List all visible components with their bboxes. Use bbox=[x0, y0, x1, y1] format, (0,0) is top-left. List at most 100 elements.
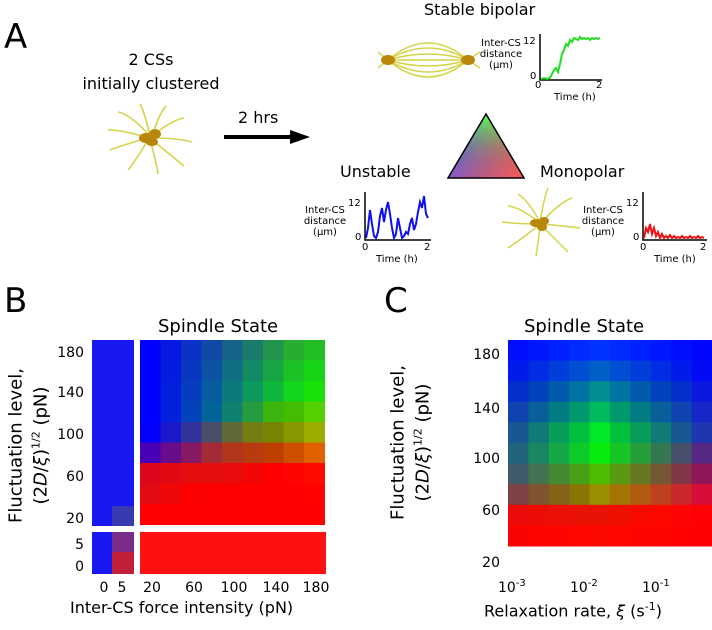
heat-cell bbox=[630, 422, 652, 444]
heat-cell bbox=[222, 504, 243, 525]
heat-cell bbox=[304, 504, 325, 525]
initial-state-label-1: 2 CSs bbox=[128, 50, 174, 69]
heat-cell bbox=[242, 463, 264, 484]
heat-cell bbox=[671, 381, 693, 403]
unstable-xtick-2: 2 bbox=[424, 242, 431, 253]
stable-ylabel-1: Inter-CS bbox=[481, 38, 521, 49]
heat-cell bbox=[691, 463, 712, 485]
heat-cell bbox=[304, 360, 325, 382]
heat-cell bbox=[263, 463, 284, 484]
panel-c-title: Spindle State bbox=[524, 316, 645, 337]
heat-cell bbox=[528, 401, 550, 423]
heat-cell bbox=[201, 340, 223, 361]
heat-cell bbox=[242, 401, 264, 423]
panel-b-letter: B bbox=[4, 281, 28, 321]
heat-cell bbox=[691, 504, 712, 526]
heat-cell bbox=[610, 340, 631, 362]
heat-cell bbox=[508, 484, 529, 506]
stable-ylabel-3: (μm) bbox=[489, 60, 513, 71]
heat-cell bbox=[671, 401, 693, 423]
unstable-ylabel-1: Inter-CS bbox=[305, 205, 345, 216]
heat-cell bbox=[528, 360, 550, 382]
bipolar-spindle-icon bbox=[377, 42, 481, 78]
heat-cell bbox=[283, 340, 305, 361]
heat-cell bbox=[650, 381, 672, 403]
panel-a-letter: A bbox=[4, 17, 28, 57]
heat-cell bbox=[242, 483, 264, 505]
heat-cell bbox=[691, 525, 712, 547]
heat-cell bbox=[181, 442, 202, 464]
heat-cell bbox=[528, 381, 550, 403]
heat-cell bbox=[283, 422, 305, 443]
panel-c-xtick: 10-2 bbox=[570, 578, 598, 596]
heat-cell bbox=[528, 484, 550, 506]
heat-cell bbox=[263, 422, 284, 443]
panel-b-xtick: 5 bbox=[118, 580, 127, 596]
heat-cell bbox=[242, 381, 264, 402]
heat-cell bbox=[181, 422, 202, 443]
heat-cell bbox=[242, 360, 264, 382]
heat-cell bbox=[650, 360, 672, 382]
heat-cell bbox=[201, 504, 223, 525]
heat-cell bbox=[630, 401, 652, 423]
heat-cell bbox=[140, 422, 161, 443]
monopolar-ytick-0: 0 bbox=[633, 232, 640, 243]
panel-b-xlabel: Inter-CS force intensity (pN) bbox=[70, 598, 294, 617]
heat-cell bbox=[508, 504, 529, 526]
stable-xtick-2: 2 bbox=[596, 80, 603, 91]
heat-cell bbox=[283, 360, 305, 382]
heat-cell bbox=[181, 360, 202, 382]
panel-c-xlabel: Relaxation rate, ξ (s-1) bbox=[484, 600, 662, 620]
heat-cell bbox=[610, 360, 631, 382]
heat-cell bbox=[222, 483, 243, 505]
heat-cell bbox=[160, 442, 182, 464]
heat-cell bbox=[589, 525, 611, 547]
panel-b-xtick: 60 bbox=[185, 580, 203, 596]
heat-cell bbox=[242, 442, 264, 464]
heat-cell bbox=[569, 422, 591, 444]
panel-b-xtick: 140 bbox=[263, 580, 290, 596]
panel-b-ytick: 5 bbox=[75, 537, 84, 553]
heat-cell bbox=[304, 422, 325, 443]
heat-cell bbox=[201, 422, 223, 443]
heat-cell bbox=[201, 381, 223, 402]
heat-cell bbox=[201, 483, 223, 505]
heat-cell bbox=[650, 525, 672, 547]
heat-cell bbox=[691, 401, 712, 423]
heat-cell bbox=[283, 483, 305, 505]
heat-cell bbox=[201, 463, 223, 484]
heat-cell bbox=[630, 381, 652, 403]
heat-cell bbox=[263, 504, 284, 525]
heat-cell bbox=[691, 360, 712, 382]
heat-cell bbox=[140, 463, 161, 484]
heat-cell bbox=[263, 401, 284, 423]
heat-cell bbox=[222, 463, 243, 484]
heat-cell bbox=[650, 504, 672, 526]
stable-ylabel-2: distance bbox=[479, 49, 523, 60]
panel-c-ytick: 140 bbox=[473, 401, 500, 417]
monopolar-spindle-icon bbox=[501, 187, 581, 257]
panel-c-heatmap: 180 140 100 60 20 10-3 10-2 10-1 bbox=[473, 340, 712, 596]
clustered-centrosomes-icon bbox=[107, 103, 193, 175]
heat-cell bbox=[610, 484, 631, 506]
heat-cell bbox=[548, 360, 570, 382]
heat-cell bbox=[304, 442, 325, 464]
c-xlabel-exp: -1 bbox=[644, 600, 656, 613]
heat-cell bbox=[630, 463, 652, 485]
heat-cell bbox=[160, 381, 182, 402]
heat-cell bbox=[691, 381, 712, 403]
monopolar-ylabel-2: distance bbox=[581, 216, 625, 227]
heat-cell bbox=[528, 422, 550, 444]
stable-ylabel: Inter-CS distance (μm) bbox=[476, 38, 526, 71]
heat-cell bbox=[610, 504, 631, 526]
panel-b-xtick: 100 bbox=[221, 580, 248, 596]
stable-ytick-0: 0 bbox=[530, 71, 537, 82]
heat-cell bbox=[528, 504, 550, 526]
unstable-xtick-0: 0 bbox=[362, 242, 369, 253]
time-arrow-icon bbox=[224, 130, 310, 144]
heat-cell bbox=[283, 463, 305, 484]
heat-cell bbox=[508, 422, 529, 444]
heat-cell bbox=[650, 340, 672, 362]
heat-cell bbox=[160, 401, 182, 423]
unstable-ylabel-2: distance bbox=[303, 216, 347, 227]
